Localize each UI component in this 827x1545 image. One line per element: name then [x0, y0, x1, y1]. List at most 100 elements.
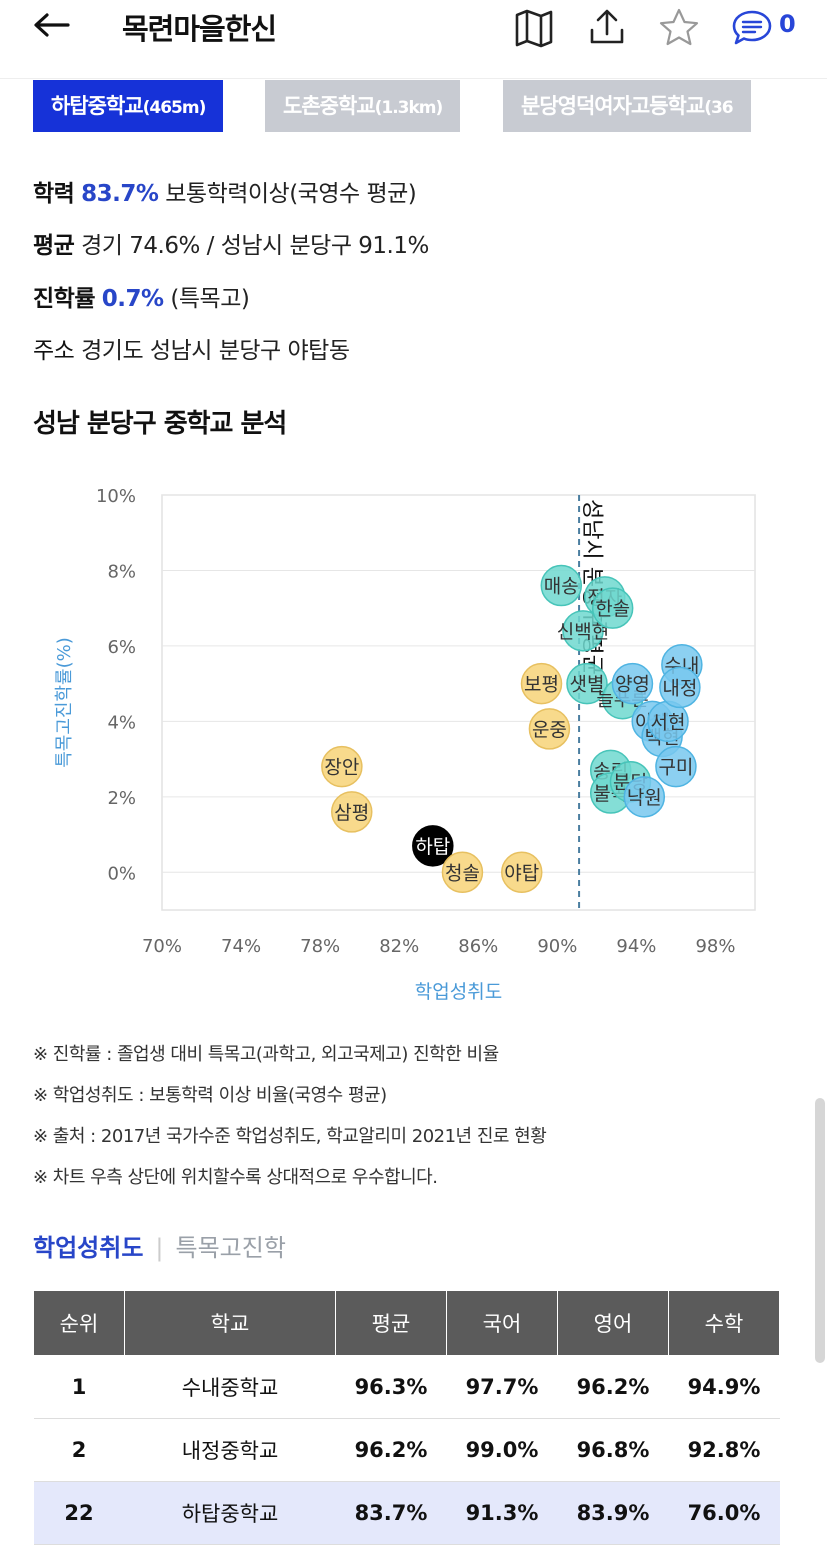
point-label: 매송 — [544, 576, 579, 598]
table-row[interactable]: 1 수내중학교 96.3% 97.7% 96.2% 94.9% — [33, 1355, 780, 1419]
y-tick-label: 8% — [107, 561, 136, 582]
tab-school-name: 도촌중학교 — [283, 94, 376, 118]
point-marker — [540, 564, 583, 607]
comment-icon[interactable] — [730, 6, 774, 50]
point-marker — [566, 662, 608, 705]
data-point-한솔: 한솔 — [591, 587, 634, 629]
address-label: 주소 — [33, 338, 75, 364]
data-point-양영: 양영 — [611, 662, 654, 705]
tab-school-3[interactable]: 분당영덕여자고등학교(36 — [503, 80, 751, 132]
col-kor: 국어 — [446, 1290, 558, 1356]
point-marker — [321, 745, 363, 788]
achievement-desc: 보통학력이상(국영수 평균) — [165, 181, 417, 207]
x-tick-label: 98% — [695, 936, 735, 957]
address-desc: 경기도 성남시 분당구 야탑동 — [81, 338, 350, 364]
point-marker — [655, 745, 697, 788]
y-tick-label: 6% — [107, 637, 136, 658]
cell-avg: 96.3% — [335, 1355, 447, 1419]
y-tick-label: 2% — [107, 788, 136, 809]
map-icon[interactable] — [512, 6, 556, 50]
data-point-샛별: 샛별 — [566, 662, 608, 705]
col-eng: 영어 — [557, 1290, 669, 1356]
tab-school-2[interactable]: 도촌중학교(1.3km) — [265, 80, 461, 132]
tab-divider: | — [155, 1234, 164, 1262]
data-point-청솔: 청솔 — [441, 851, 484, 894]
share-icon[interactable] — [585, 6, 629, 50]
cell-rank: 2 — [33, 1418, 125, 1482]
x-tick-label: 70% — [142, 936, 182, 957]
back-arrow-icon[interactable] — [32, 10, 72, 40]
cell-math: 92.8% — [668, 1418, 780, 1482]
x-axis-label: 학업성취도 — [415, 981, 502, 1003]
data-point-매송: 매송 — [540, 564, 583, 607]
y-tick-label: 4% — [107, 712, 136, 733]
cell-kor: 91.3% — [446, 1481, 558, 1545]
address-line: 주소 경기도 성남시 분당구 야탑동 — [33, 331, 350, 365]
star-icon[interactable] — [657, 6, 701, 50]
point-marker — [331, 791, 373, 833]
col-rank: 순위 — [33, 1290, 125, 1356]
data-point-신백현: 신백현 — [557, 610, 609, 652]
scrollbar-thumb[interactable] — [815, 1098, 825, 1363]
point-label: 양영 — [615, 674, 650, 696]
point-label: 하탑 — [415, 836, 450, 858]
point-label: 서현 — [651, 711, 686, 733]
data-point-보평: 보평 — [520, 662, 563, 705]
cell-avg: 83.7% — [335, 1481, 447, 1545]
data-point-야탑: 야탑 — [501, 851, 543, 894]
point-label: 신백현 — [557, 621, 609, 643]
cell-rank: 1 — [33, 1355, 125, 1419]
average-desc: 경기 74.6% / 성남시 분당구 91.1% — [81, 233, 429, 259]
table-row[interactable]: 2 내정중학교 96.2% 99.0% 96.8% 92.8% — [33, 1418, 780, 1482]
cell-school: 내정중학교 — [124, 1418, 336, 1482]
data-point-내정: 내정 — [659, 666, 701, 709]
tab-school-1[interactable]: 하탑중학교(465m) — [33, 80, 224, 132]
tab-school-name: 하탑중학교 — [51, 94, 144, 118]
scatter-chart: 10% 8% 6% 4% 2% 0% 70% 74% 78% 82% 86% 90% 94% 98% 학업성… — [0, 470, 827, 1010]
advance-label: 진학률 — [33, 286, 95, 312]
col-school: 학교 — [124, 1290, 336, 1356]
x-tick-label: 86% — [458, 936, 498, 957]
data-point-구미: 구미 — [655, 745, 697, 788]
chart-svg: 10% 8% 6% 4% 2% 0% 70% 74% 78% 82% 86% 90% 94% 98% 학업성… — [54, 486, 756, 1003]
note-2: ※ 학업성취도 : 보통학력 이상 비율(국영수 평균) — [33, 1085, 387, 1106]
point-label: 청솔 — [445, 862, 480, 884]
point-label: 내정 — [662, 677, 697, 699]
col-avg: 평균 — [335, 1290, 447, 1356]
x-tick-label: 78% — [300, 936, 340, 957]
point-label: 한솔 — [595, 598, 630, 620]
tab-achievement[interactable]: 학업성취도 — [33, 1234, 144, 1262]
average-label: 평균 — [33, 233, 75, 259]
tab-school-name: 분당영덕여자고등학교 — [521, 94, 705, 118]
point-label: 구미 — [658, 757, 693, 779]
achievement-label: 학력 — [33, 181, 75, 207]
point-marker — [412, 825, 454, 867]
achievement-value: 83.7% — [81, 181, 159, 207]
tab-school-distance: (465m) — [142, 98, 207, 118]
point-marker — [441, 851, 484, 894]
cell-math: 94.9% — [668, 1355, 780, 1419]
cell-school: 수내중학교 — [124, 1355, 336, 1419]
point-label: 삼평 — [334, 802, 369, 824]
point-marker — [623, 776, 666, 818]
advance-line: 진학률 0.7% (특목고) — [33, 279, 250, 313]
col-math: 수학 — [668, 1290, 780, 1356]
achievement-line: 학력 83.7% 보통학력이상(국영수 평균) — [33, 174, 417, 208]
page-title: 목련마을한신 — [122, 12, 277, 46]
x-tick-label: 74% — [221, 936, 261, 957]
cell-avg: 96.2% — [335, 1418, 447, 1482]
table-row-current-school[interactable]: 22 하탑중학교 83.7% 91.3% 83.9% 76.0% — [33, 1481, 780, 1545]
ranking-tabs: 학업성취도 | 특목고진학 — [33, 1228, 286, 1263]
tab-school-distance: (1.3km) — [374, 98, 444, 118]
data-point-삼평: 삼평 — [331, 791, 373, 833]
ranking-table: 순위 학교 평균 국어 영어 수학 1 수내중학교 96.3% 97.7% 96… — [33, 1290, 780, 1545]
data-point-서현: 서현 — [647, 700, 689, 743]
tab-special-school[interactable]: 특목고진학 — [175, 1234, 286, 1262]
app-header: 목련마을한신 0 — [0, 0, 827, 79]
point-marker — [528, 708, 571, 750]
point-label: 낙원 — [627, 787, 662, 809]
data-point-하탑: 하탑 — [412, 825, 454, 867]
point-label: 야탑 — [504, 862, 539, 884]
x-tick-label: 82% — [379, 936, 419, 957]
note-3: ※ 출처 : 2017년 국가수준 학업성취도, 학교알리미 2021년 진로 … — [33, 1126, 547, 1147]
